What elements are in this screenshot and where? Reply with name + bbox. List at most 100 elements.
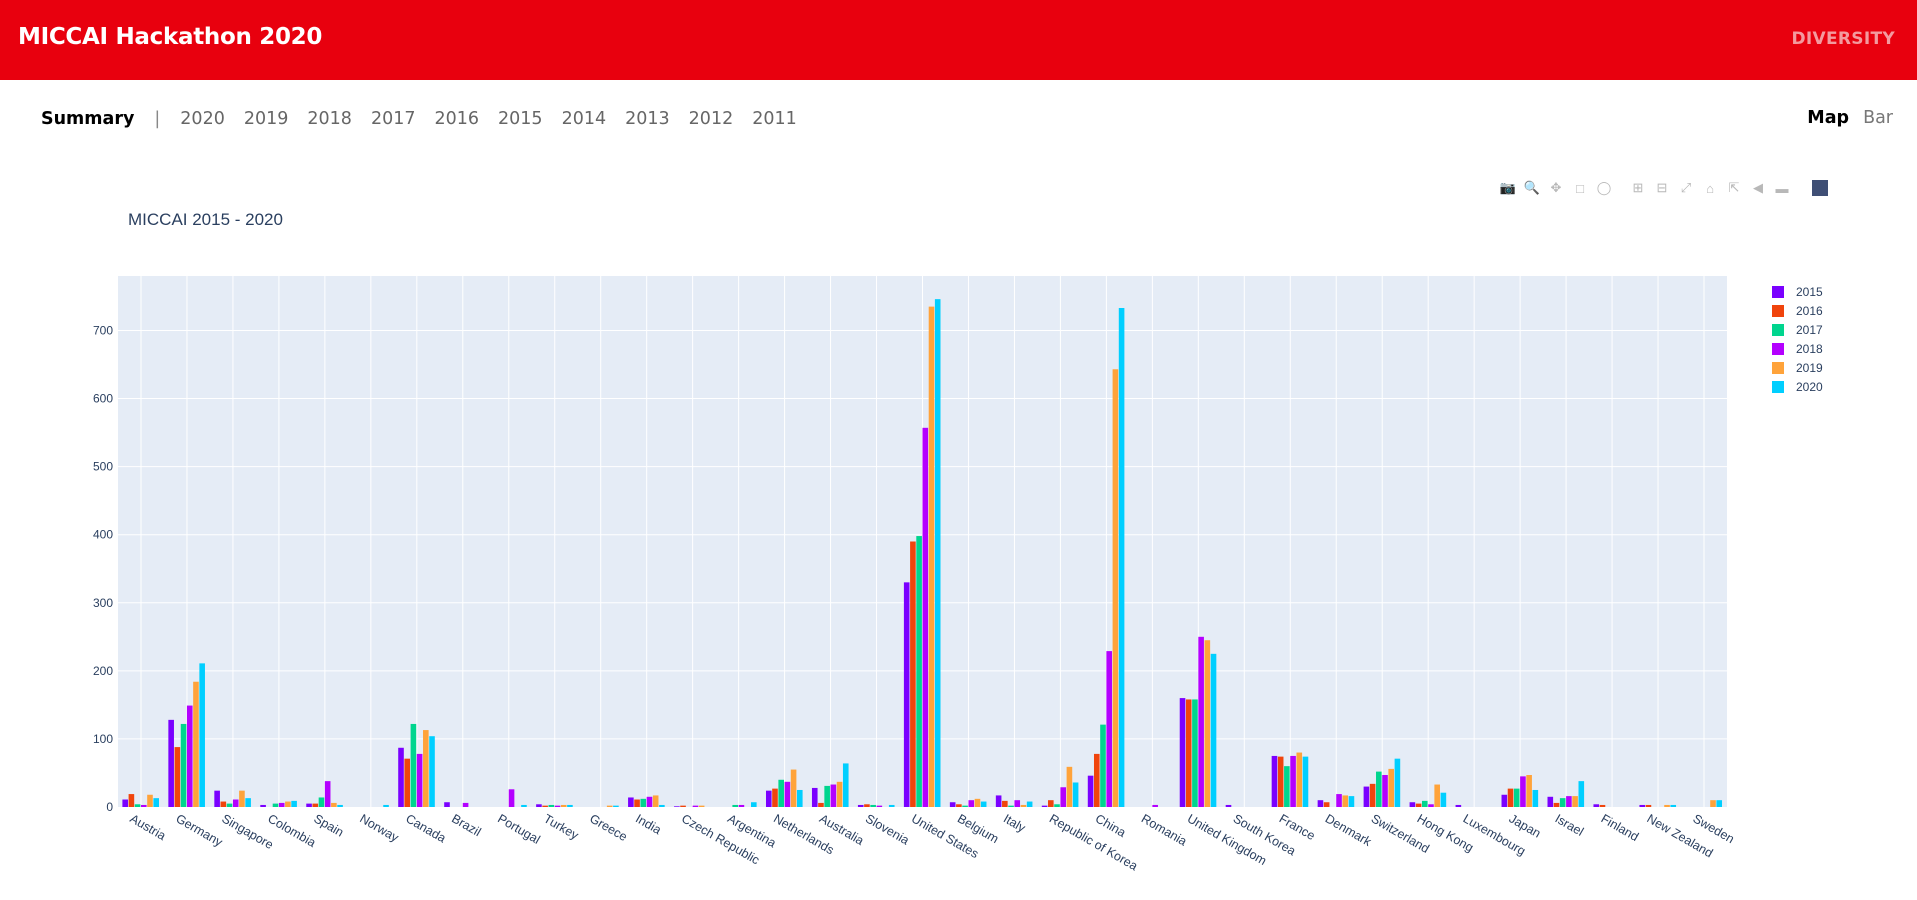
bar-2020-portugal — [521, 804, 527, 807]
bar-2015-republic-of-korea — [1041, 805, 1048, 807]
bar-2017-germany — [180, 723, 187, 807]
tab-year-2019[interactable]: 2019 — [243, 109, 289, 129]
legend-label: 2020 — [1796, 379, 1823, 394]
bar-2018-republic-of-korea — [1060, 787, 1067, 807]
tab-year-2016[interactable]: 2016 — [434, 109, 480, 129]
bar-2015-finland — [1593, 804, 1600, 807]
bar-2016-netherlands — [772, 788, 778, 807]
view-bar-button[interactable]: Bar — [1863, 108, 1893, 128]
hover-compare-icon[interactable]: ▬ — [1775, 180, 1789, 196]
bar-2020-singapore — [245, 798, 251, 807]
zoom-out-icon[interactable]: ⊟ — [1656, 180, 1668, 195]
tab-year-2011[interactable]: 2011 — [752, 109, 797, 129]
bar-2016-australia — [818, 802, 824, 807]
bar-2015-canada — [398, 747, 404, 807]
bar-2019-sweden — [1710, 800, 1716, 807]
bar-2017-spain — [318, 797, 325, 807]
bar-2015-germany — [168, 719, 174, 807]
legend-item-2015[interactable]: 2015 — [1772, 282, 1823, 301]
diversity-link[interactable]: DIVERSITY — [1791, 29, 1895, 49]
y-tick-label: 100 — [93, 732, 113, 746]
x-tick-label: Romania — [1139, 811, 1189, 848]
camera-icon[interactable]: 📷 — [1499, 180, 1517, 195]
view-map-button[interactable]: Map — [1807, 108, 1850, 128]
legend-item-2017[interactable]: 2017 — [1772, 320, 1823, 339]
bar-2016-japan — [1507, 788, 1514, 807]
tab-year-2013[interactable]: 2013 — [625, 109, 670, 129]
zoom-in-icon[interactable]: ⊞ — [1632, 180, 1644, 195]
x-tick-label: China — [1093, 811, 1128, 839]
bar-2015-hong-kong — [1409, 802, 1416, 807]
y-tick-label: 500 — [93, 460, 113, 474]
bar-2016-czech-republic — [680, 805, 686, 807]
tab-year-2017[interactable]: 2017 — [370, 109, 416, 129]
bar-2016-india — [634, 799, 640, 807]
bar-2015-turkey — [536, 804, 542, 807]
autoscale-icon[interactable]: ⤢ — [1680, 180, 1692, 195]
bar-2015-spain — [306, 803, 312, 807]
bar-2016-slovenia — [864, 804, 870, 807]
bar-2016-belgium — [956, 804, 962, 807]
bar-2020-spain — [337, 804, 343, 807]
bar-2016-united-kingdom — [1185, 699, 1192, 807]
legend-item-2016[interactable]: 2016 — [1772, 301, 1823, 320]
legend-item-2019[interactable]: 2019 — [1772, 358, 1823, 377]
bar-2020-italy — [1026, 801, 1033, 807]
legend-swatch — [1772, 285, 1784, 298]
bar-2018-turkey — [554, 805, 561, 807]
bar-2017-australia — [824, 785, 830, 807]
bar-2019-belgium — [974, 798, 981, 807]
legend-item-2018[interactable]: 2018 — [1772, 339, 1823, 358]
y-tick-label: 300 — [93, 596, 113, 610]
bar-2019-germany — [193, 681, 199, 807]
bar-2015-united-kingdom — [1179, 698, 1186, 807]
tab-year-2014[interactable]: 2014 — [561, 109, 607, 129]
tab-year-2015[interactable]: 2015 — [498, 109, 543, 129]
bar-2017-israel — [1559, 798, 1566, 807]
reset-axes-icon[interactable]: ⌂ — [1706, 180, 1714, 196]
legend-label: 2017 — [1796, 322, 1823, 337]
bar-2018-spain — [324, 781, 331, 807]
plotly-logo-icon[interactable] — [1812, 180, 1828, 196]
bar-2019-india — [652, 795, 659, 807]
bar-2020-denmark — [1348, 796, 1355, 807]
bar-2019-china — [1112, 369, 1119, 807]
bar-2016-china — [1093, 753, 1100, 807]
pan-icon[interactable]: ✥ — [1550, 180, 1562, 195]
legend-swatch — [1772, 304, 1784, 317]
bar-2015-italy — [995, 795, 1002, 807]
x-tick-label: Turkey — [541, 811, 581, 842]
hover-closest-icon[interactable]: ◀ — [1753, 180, 1763, 195]
bar-2017-republic-of-korea — [1054, 804, 1060, 807]
x-tick-label: Austria — [127, 811, 168, 843]
bar-2015-slovenia — [857, 804, 864, 807]
x-tick-label: Singapore — [219, 811, 275, 852]
lasso-select-icon[interactable]: ◯ — [1596, 180, 1612, 195]
bar-2019-canada — [423, 730, 429, 807]
zoom-icon[interactable]: 🔍 — [1523, 180, 1541, 195]
app-title[interactable]: MICCAI Hackathon 2020 — [18, 24, 323, 50]
bar-2020-turkey — [567, 804, 573, 807]
legend-item-2020[interactable]: 2020 — [1772, 377, 1823, 396]
tab-year-2018[interactable]: 2018 — [307, 109, 352, 129]
bar-2019-australia — [836, 781, 843, 807]
bar-2020-canada — [429, 736, 435, 807]
bar-2015-brazil — [444, 802, 450, 807]
bar-2018-belgium — [968, 800, 975, 807]
bar-2020-united-states — [934, 299, 941, 807]
bar-2015-czech-republic — [674, 806, 680, 807]
x-tick-label: Denmark — [1323, 811, 1375, 849]
bar-2016-finland — [1599, 804, 1606, 807]
spike-lines-icon[interactable]: ⇱ — [1728, 180, 1740, 195]
x-tick-label: Brazil — [449, 811, 483, 839]
bar-2020-greece — [613, 805, 619, 807]
tab-summary[interactable]: Summary — [41, 109, 135, 129]
tab-year-2012[interactable]: 2012 — [688, 109, 734, 129]
tab-year-2020[interactable]: 2020 — [180, 109, 225, 129]
bar-2020-norway — [383, 804, 389, 807]
x-tick-label: Portugal — [495, 811, 542, 846]
bar-2018-romania — [1152, 804, 1158, 807]
bar-2017-netherlands — [778, 779, 784, 807]
bar-2019-greece — [606, 805, 613, 807]
box-select-icon[interactable]: □ — [1576, 180, 1584, 196]
